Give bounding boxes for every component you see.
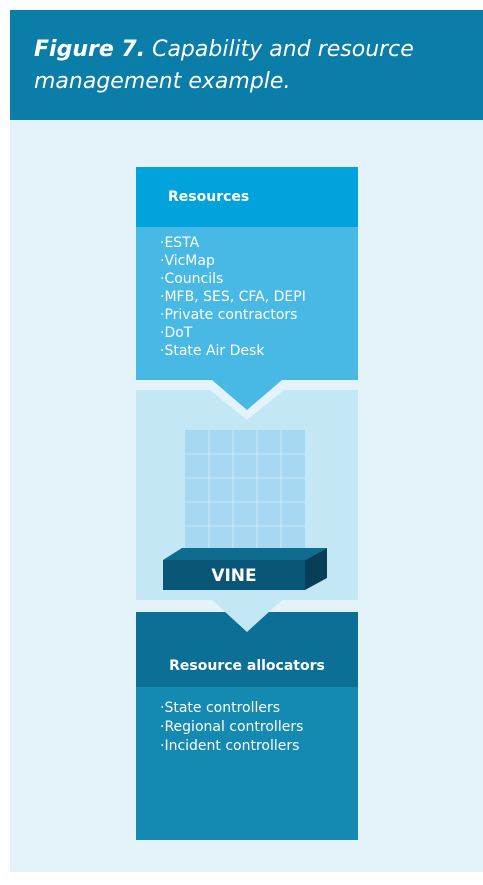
list-item: ·Private contractors — [160, 307, 297, 323]
list-item: ·MFB, SES, CFA, DEPI — [160, 289, 306, 305]
grid-block — [185, 430, 305, 548]
caption: Figure 7. Capability and resource — [34, 37, 414, 62]
list-item: ·VicMap — [160, 253, 215, 269]
vine-label: VINE — [211, 566, 256, 586]
list-item: ·DoT — [160, 325, 193, 341]
vine-box: VINE — [163, 548, 327, 590]
list-item: ·Incident controllers — [160, 738, 299, 754]
figure: Figure 7. Capability and resource manage… — [0, 0, 483, 885]
caption-line: Capability and resource — [152, 37, 414, 62]
grid-fill — [185, 430, 305, 548]
resources-title: Resources — [168, 189, 249, 205]
list-item: ·Councils — [160, 271, 223, 287]
caption-line: management example. — [34, 69, 290, 94]
list-item: ·ESTA — [160, 235, 200, 251]
figure-label: Figure 7. — [34, 37, 145, 62]
allocators-title: Resource allocators — [169, 658, 325, 674]
list-item: ·State Air Desk — [160, 343, 265, 359]
list-item: ·Regional controllers — [160, 719, 303, 735]
list-item: ·State controllers — [160, 700, 280, 716]
header-banner — [10, 10, 483, 120]
